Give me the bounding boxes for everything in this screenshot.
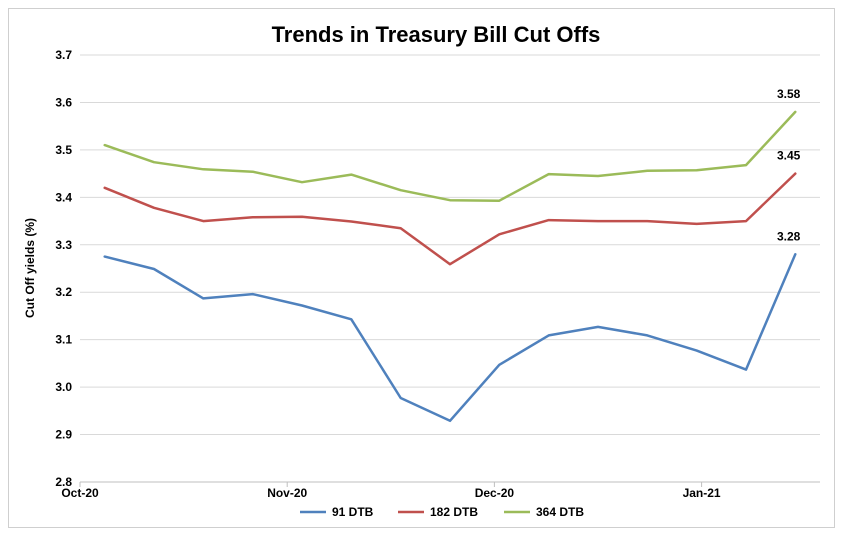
y-tick-label: 3.3	[55, 238, 72, 252]
x-tick-label: Dec-20	[475, 486, 515, 500]
y-tick-label: 2.9	[55, 428, 72, 442]
x-tick-label: Nov-20	[267, 486, 307, 500]
y-tick-label: 3.4	[55, 190, 72, 204]
data-label-91-dtb: 3.28	[777, 229, 801, 243]
data-label-364-dtb: 3.58	[777, 87, 801, 101]
x-tick-label: Jan-21	[683, 486, 721, 500]
legend-label: 91 DTB	[332, 505, 374, 519]
y-tick-label: 3.1	[55, 333, 72, 347]
y-tick-label: 3.0	[55, 380, 72, 394]
legend: 91 DTB 182 DTB 364 DTB	[300, 505, 584, 519]
y-tick-label: 3.7	[55, 48, 72, 62]
series-line-91-dtb	[103, 253, 797, 423]
y-tick-label: 3.2	[55, 285, 72, 299]
series-line-364-dtb	[103, 110, 797, 202]
data-label-182-dtb: 3.45	[777, 149, 801, 163]
data-labels: 3.28 3.45 3.58	[777, 87, 801, 243]
y-tick-label: 3.5	[55, 143, 72, 157]
y-tick-label: 2.8	[55, 475, 72, 489]
y-axis-title: Cut Off yields (%)	[23, 218, 37, 318]
x-tick-label: Oct-20	[61, 486, 99, 500]
series-line-182-dtb	[103, 172, 797, 266]
y-tick-label: 3.6	[55, 95, 72, 109]
chart-title: Trends in Treasury Bill Cut Offs	[272, 22, 601, 47]
axes: 2.8 2.9 3.0 3.1 3.2 3.3 3.4 3.5 3.6 3.7 Oct-20 Nov-…	[55, 48, 820, 500]
legend-label: 364 DTB	[536, 505, 584, 519]
series-lines	[103, 110, 797, 423]
legend-label: 182 DTB	[430, 505, 478, 519]
gridlines	[80, 54, 820, 436]
